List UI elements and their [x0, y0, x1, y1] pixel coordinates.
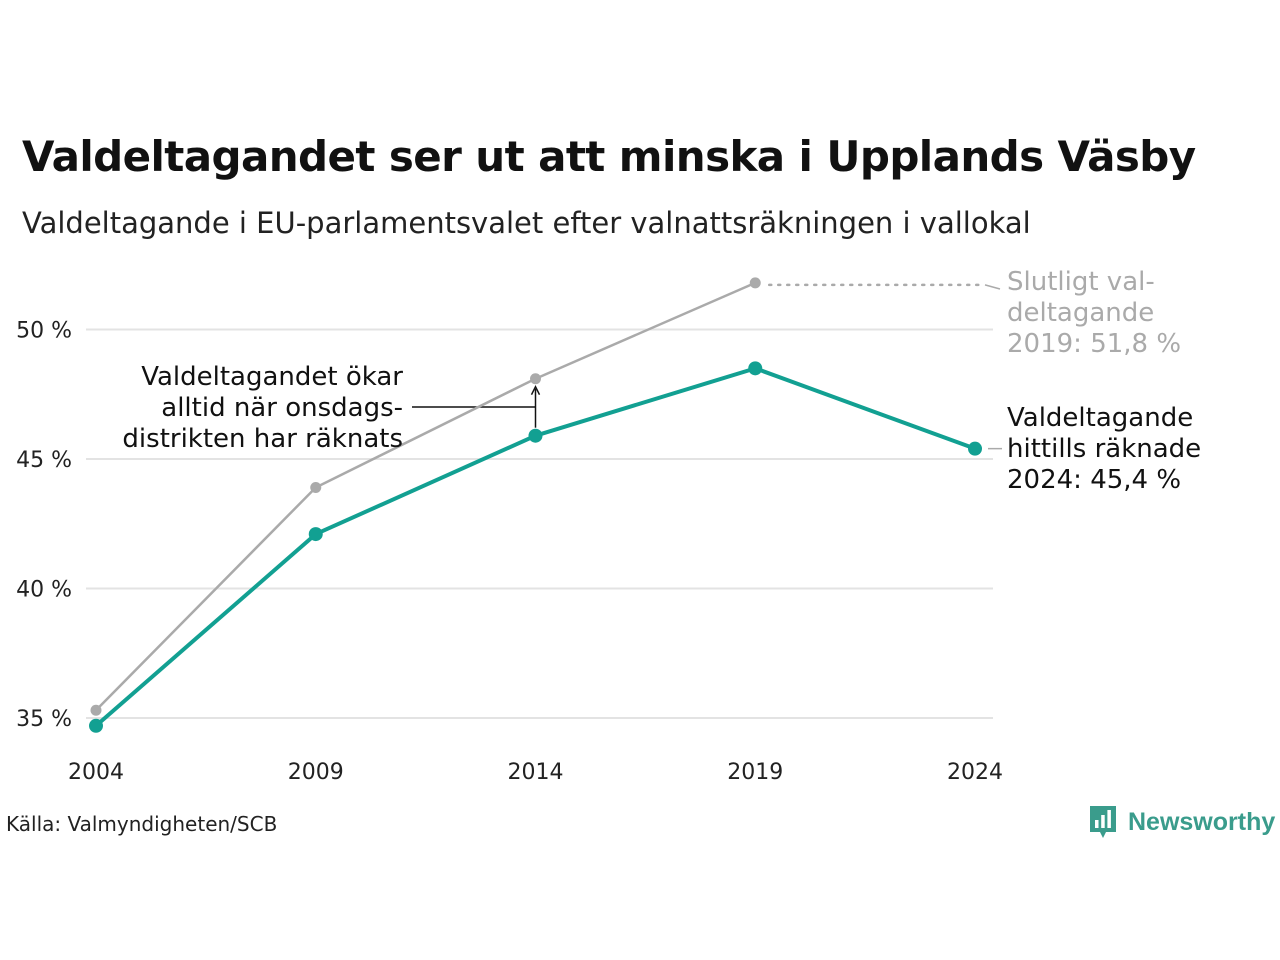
brand-name: Newsworthy: [1128, 807, 1276, 836]
data-point-final: [90, 704, 102, 716]
data-point-counted: [528, 428, 543, 443]
chart-title: Valdeltagandet ser ut att minska i Uppla…: [22, 132, 1196, 181]
x-tick-label: 2024: [947, 760, 1003, 785]
y-axis-ticks: 35 % 40 % 45 % 50 %: [16, 319, 72, 733]
series-layer: [89, 277, 982, 733]
x-tick-label: 2019: [727, 760, 783, 785]
data-point-counted: [308, 527, 323, 542]
source-note: Källa: Valmyndigheten/SCB: [6, 812, 278, 836]
data-point-counted: [748, 361, 763, 376]
annotation-wednesday-line: alltid när onsdags-: [161, 393, 403, 423]
data-point-final: [749, 277, 761, 289]
gridlines: [86, 328, 993, 719]
data-point-counted: [968, 441, 982, 456]
x-tick-label: 2014: [508, 760, 564, 785]
x-tick-label: 2004: [68, 760, 124, 785]
y-tick-label: 45 %: [16, 448, 72, 473]
annotation-final-line: Slutligt val-: [1007, 267, 1155, 297]
annotation-counted-line: hittills räknade: [1007, 434, 1201, 464]
annotation-counted-line: 2024: 45,4 %: [1007, 465, 1181, 495]
data-point-final: [530, 373, 541, 385]
y-tick-label: 40 %: [16, 578, 72, 603]
annotation-final-line: 2019: 51,8 %: [1007, 329, 1181, 359]
annotation-wednesday-line: Valdeltagandet ökar: [141, 362, 403, 392]
brand-logo[interactable]: Newsworthy: [1088, 804, 1275, 840]
x-axis-ticks: 2004 2009 2014 2019 2024: [68, 760, 1003, 785]
annotation-counted-line: Valdeltagande: [1007, 403, 1193, 433]
annotation-leaders: [412, 283, 1002, 450]
annotation-final-line: deltagande: [1007, 298, 1154, 328]
final-leader-line: [984, 284, 1001, 290]
chart-subtitle: Valdeltagande i EU-parlamentsvalet efter…: [22, 206, 1031, 240]
newsworthy-logo-icon: [1090, 806, 1116, 838]
y-tick-label: 50 %: [16, 319, 72, 344]
series-line-final: [95, 281, 756, 712]
data-point-counted: [89, 718, 103, 733]
y-tick-label: 35 %: [16, 707, 72, 732]
annotation-wednesday-line: distrikten har räknats: [122, 424, 403, 454]
data-point-final: [310, 481, 322, 493]
annotation-arrow-head: [530, 385, 541, 396]
x-tick-label: 2009: [288, 760, 344, 785]
